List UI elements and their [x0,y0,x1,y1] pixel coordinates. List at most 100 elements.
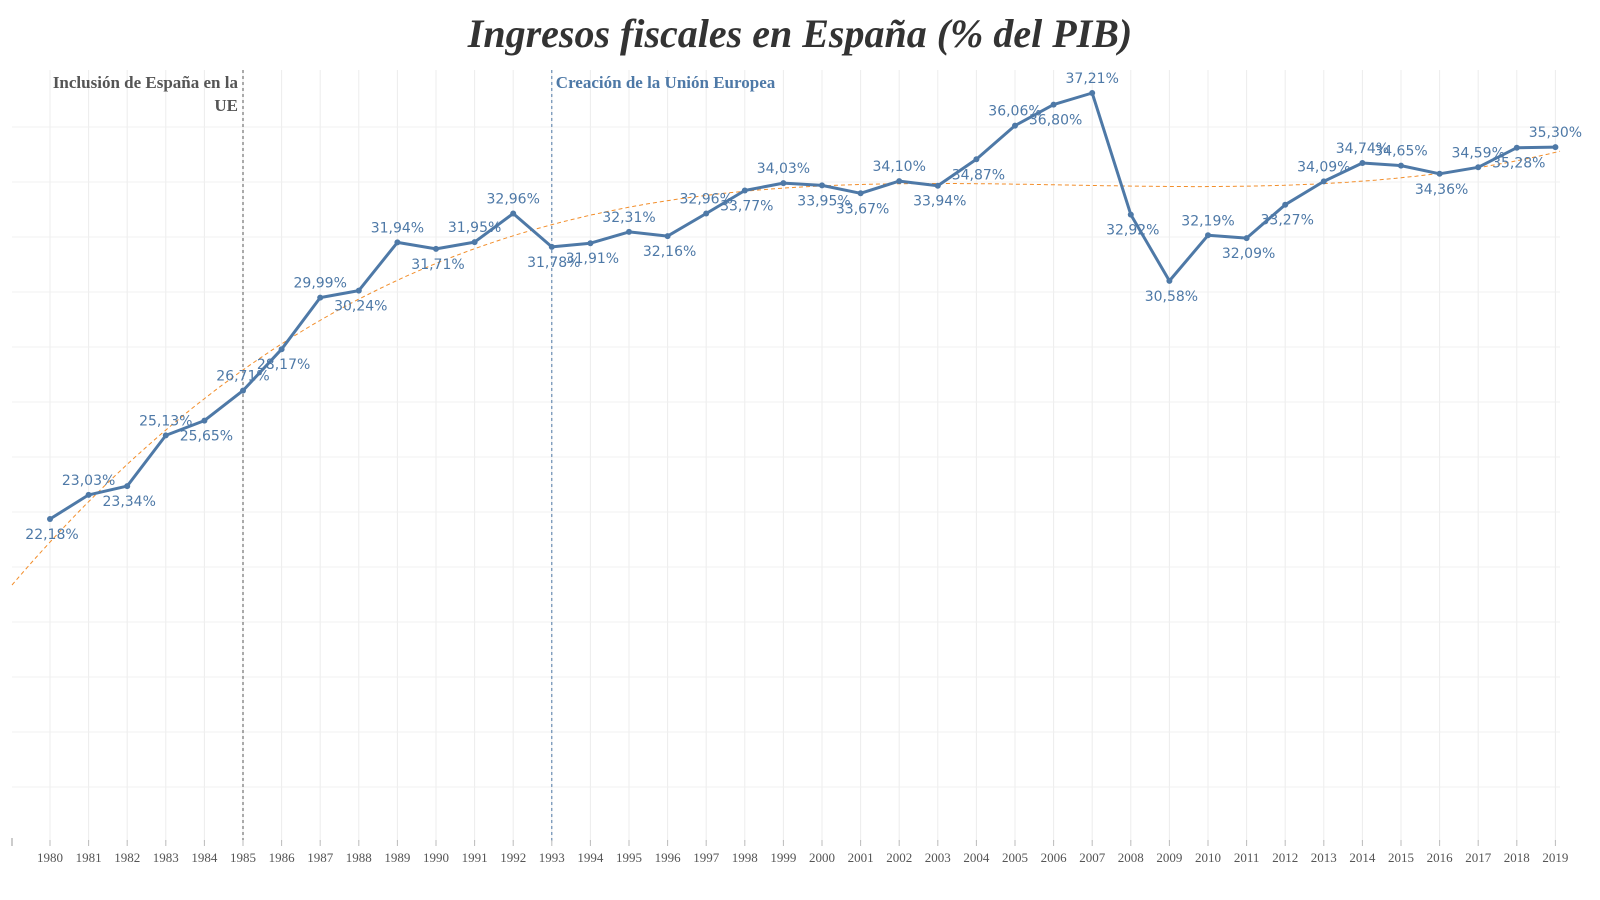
data-point [703,210,710,217]
data-label: 30,58% [1145,289,1198,305]
x-tick-label: 2008 [1118,850,1144,865]
data-point [819,182,825,189]
data-label: 33,77% [720,199,773,215]
x-tick-label: 2011 [1234,850,1260,865]
data-point [510,210,517,217]
data-label: 32,09% [1222,246,1275,262]
data-point [394,239,401,246]
x-tick-label: 2005 [1002,850,1028,865]
x-tick-label: 1989 [384,850,410,865]
data-point [587,240,594,247]
x-tick-label: 1997 [693,850,720,865]
data-label: 35,30% [1529,125,1582,141]
x-tick-label: 2006 [1041,850,1068,865]
data-label: 31,91% [566,251,619,267]
x-axis: 1980 1981 1982 1983 1984 1985 1986 1987 1988 1989… [11,838,1568,865]
x-tick-label: 1980 [37,850,63,865]
data-label: 31,78% [527,255,580,271]
x-tick-label: 1993 [539,850,565,865]
x-tick-label: 1981 [76,850,102,865]
annotation-lines: Inclusión de España en la UE Creación de l… [53,70,776,842]
annotation-text: Inclusión de España en la UE [53,73,239,115]
data-point [934,182,941,189]
data-label: 32,16% [643,244,696,260]
data-label: 31,71% [411,257,464,273]
data-point [355,287,362,294]
data-point [1359,160,1366,166]
data-point [1436,170,1443,177]
data-label: 25,65% [180,429,233,445]
data-point [896,178,903,185]
series-line [47,90,1559,522]
data-label: 35,28% [1492,156,1545,172]
data-point [1552,144,1559,151]
data-point [780,180,787,187]
x-tick-label: 2015 [1388,850,1414,865]
annotation-text: Creación de la Unión Europea [556,73,776,92]
x-tick-label: 2001 [848,850,874,865]
annotation-line-1: Inclusión de España en la [53,73,239,92]
data-point [433,245,439,252]
data-label: 36,06% [988,104,1041,120]
data-point [1282,201,1289,208]
data-point [1320,178,1327,185]
x-tick-label: 2002 [886,850,912,865]
x-tick-label: 1995 [616,850,642,865]
data-label: 29,99% [294,276,347,292]
x-tick-label: 1982 [114,850,140,865]
data-point [1050,101,1057,108]
x-tick-label: 1992 [500,850,526,865]
x-tick-label: 1990 [423,850,449,865]
data-point [1205,232,1211,239]
data-label: 34,65% [1374,144,1427,160]
data-point [1475,164,1482,171]
data-label: 34,59% [1452,145,1505,161]
data-label: 33,67% [836,201,889,217]
x-tick-label: 1999 [770,850,796,865]
chart-title: Ingresos fiscales en España (% del PIB) [467,11,1133,56]
grid-lines [12,70,1560,842]
data-point [317,294,324,301]
data-label: 37,21% [1066,71,1119,87]
data-point [626,228,632,235]
data-point [1089,90,1096,96]
data-point [85,491,92,498]
data-point [471,239,478,246]
x-tick-label: 2017 [1465,850,1492,865]
x-tick-label: 2009 [1156,850,1182,865]
data-label: 34,87% [952,167,1005,183]
x-tick-label: 1983 [153,850,179,865]
x-tick-label: 1988 [346,850,372,865]
data-point [124,483,131,490]
data-label: 36,80% [1029,113,1082,129]
data-label: 32,96% [487,192,540,208]
series-line-path [49,91,1556,521]
data-label: 28,17% [257,357,310,373]
data-point [973,156,980,163]
x-tick-label: 1991 [462,850,488,865]
x-tick-label: 2013 [1311,850,1337,865]
x-tick-label: 2000 [809,850,835,865]
data-label: 34,09% [1297,159,1350,175]
data-label: 31,94% [371,220,424,236]
data-label: 31,95% [448,220,501,236]
data-label: 33,94% [913,194,966,210]
data-point [548,243,555,250]
x-tick-label: 1985 [230,850,256,865]
x-tick-label: 2016 [1427,850,1454,865]
data-point [1513,144,1520,151]
data-point [741,187,748,194]
x-tick-label: 2007 [1079,850,1106,865]
data-label: 33,95% [797,193,850,209]
x-tick-label: 2014 [1349,850,1376,865]
data-label: 22,18% [25,527,78,543]
data-label: 32,19% [1181,213,1234,229]
data-label: 23,34% [103,494,156,510]
data-point [1012,122,1018,129]
x-tick-label: 2019 [1542,850,1568,865]
data-point [1398,162,1404,169]
x-tick-label: 1986 [269,850,296,865]
data-point [162,432,169,439]
data-label: 33,27% [1261,213,1314,229]
